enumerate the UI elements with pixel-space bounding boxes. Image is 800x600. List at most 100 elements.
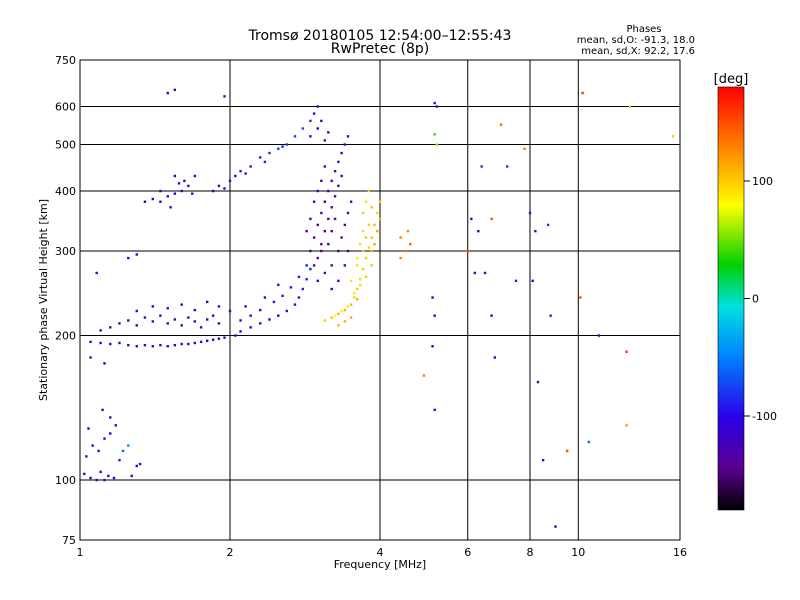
data-point [138, 462, 142, 466]
data-point [358, 283, 362, 287]
data-point [173, 88, 177, 92]
data-point [205, 318, 209, 321]
data-point [431, 345, 434, 348]
data-point [281, 294, 284, 297]
data-point [346, 305, 350, 308]
data-point [404, 249, 407, 253]
data-point [285, 309, 288, 313]
data-point [323, 229, 327, 233]
data-point [159, 314, 162, 317]
data-point [159, 189, 162, 193]
data-point [364, 200, 368, 203]
data-point [89, 356, 92, 359]
data-point [477, 229, 480, 233]
data-point [217, 305, 221, 308]
data-point [361, 229, 365, 233]
data-point [320, 211, 323, 215]
data-point [399, 256, 402, 260]
data-point [370, 249, 373, 253]
data-point [166, 307, 169, 310]
data-point [239, 319, 242, 322]
data-point [249, 314, 252, 317]
data-point [180, 189, 183, 193]
phases-x-stats: mean, sd,X: 92.2, 17.6 [581, 46, 695, 57]
data-point [406, 229, 410, 233]
data-point [433, 408, 436, 412]
data-point [470, 217, 473, 221]
data-point [399, 236, 402, 239]
data-point [422, 374, 426, 377]
data-point [343, 223, 347, 227]
data-point [376, 211, 379, 215]
data-point [346, 135, 350, 138]
data-point [166, 345, 169, 348]
colorbar-ticks: 100 0 -100 [744, 175, 777, 423]
data-point [337, 160, 340, 164]
data-point [305, 229, 308, 233]
data-point [121, 449, 125, 453]
data-point [358, 242, 362, 246]
data-point [118, 341, 121, 345]
data-point [349, 279, 353, 283]
data-point [330, 264, 333, 267]
data-point [281, 145, 284, 148]
data-point [514, 279, 518, 283]
data-point [268, 151, 271, 155]
data-point [135, 464, 138, 468]
data-point [409, 242, 412, 246]
data-point [473, 271, 477, 275]
data-point [180, 342, 183, 346]
y-tick-label: 750 [55, 54, 76, 67]
data-point [249, 326, 252, 329]
x-axis-ticks: 1 2 4 6 8 10 16 [77, 546, 688, 559]
data-point [373, 223, 376, 227]
data-point [187, 184, 190, 188]
data-point [433, 133, 436, 136]
data-point [109, 416, 112, 419]
data-point [177, 182, 181, 185]
data-point [85, 455, 88, 458]
data-point [228, 179, 232, 183]
data-point [89, 476, 92, 480]
y-tick-label: 75 [62, 534, 76, 547]
data-point [340, 309, 343, 313]
data-point [330, 229, 333, 233]
data-point [330, 179, 333, 183]
y-tick-label: 200 [55, 330, 76, 343]
data-point [263, 160, 267, 164]
data-point [523, 147, 526, 150]
data-point [199, 326, 203, 329]
data-point [320, 242, 323, 246]
data-point [217, 184, 221, 188]
data-point [135, 253, 138, 256]
data-point [193, 174, 197, 178]
data-point [127, 343, 130, 347]
data-point [337, 249, 340, 253]
data-point [316, 256, 319, 260]
data-point [333, 169, 337, 173]
x-tick-label: 2 [227, 546, 234, 559]
data-point [109, 342, 112, 346]
data-point [309, 135, 312, 138]
x-tick-label: 10 [571, 546, 585, 559]
y-tick-label: 500 [55, 139, 76, 152]
data-point [143, 316, 147, 319]
data-point [435, 105, 438, 108]
data-point [323, 271, 327, 275]
data-point [531, 279, 534, 283]
data-point [312, 264, 316, 267]
data-point [127, 319, 130, 322]
data-point [109, 432, 112, 435]
data-point [343, 143, 347, 146]
data-point [355, 256, 359, 260]
data-point [305, 278, 308, 281]
data-point [316, 189, 319, 193]
y-tick-label: 100 [55, 474, 76, 487]
data-point [143, 200, 147, 203]
data-point [183, 179, 186, 183]
data-point [364, 236, 368, 239]
data-point [546, 223, 550, 227]
data-point [361, 267, 365, 271]
data-point [323, 139, 327, 142]
